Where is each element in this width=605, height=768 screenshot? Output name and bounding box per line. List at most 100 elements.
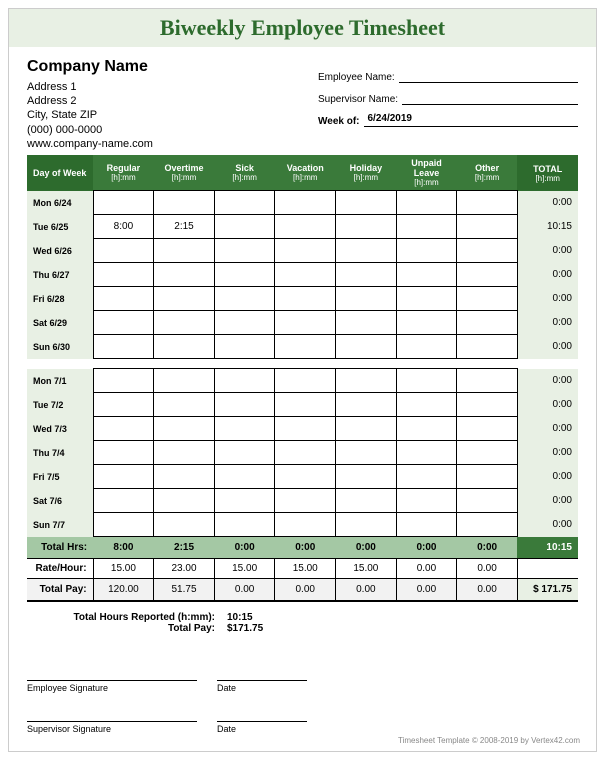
- hours-cell[interactable]: [93, 393, 154, 417]
- hours-cell[interactable]: [275, 369, 336, 393]
- hours-cell[interactable]: [457, 417, 518, 441]
- rate-value[interactable]: 15.00: [214, 559, 275, 579]
- hours-cell[interactable]: [154, 417, 215, 441]
- hours-cell[interactable]: [275, 417, 336, 441]
- hours-cell[interactable]: [396, 335, 457, 359]
- hours-cell[interactable]: [275, 489, 336, 513]
- hours-cell[interactable]: [336, 191, 397, 215]
- hours-cell[interactable]: [154, 513, 215, 537]
- employee-signature[interactable]: Employee Signature: [27, 680, 197, 693]
- hours-cell[interactable]: [275, 513, 336, 537]
- supervisor-name-input[interactable]: [402, 91, 578, 105]
- hours-cell[interactable]: [154, 489, 215, 513]
- hours-cell[interactable]: [93, 369, 154, 393]
- hours-cell[interactable]: [154, 263, 215, 287]
- hours-cell[interactable]: [336, 489, 397, 513]
- rate-value[interactable]: 15.00: [336, 559, 397, 579]
- hours-cell[interactable]: [214, 465, 275, 489]
- hours-cell[interactable]: [457, 369, 518, 393]
- hours-cell[interactable]: [214, 489, 275, 513]
- hours-cell[interactable]: [457, 441, 518, 465]
- hours-cell[interactable]: [457, 465, 518, 489]
- hours-cell[interactable]: [154, 191, 215, 215]
- hours-cell[interactable]: [214, 393, 275, 417]
- rate-value[interactable]: 15.00: [93, 559, 154, 579]
- hours-cell[interactable]: [336, 239, 397, 263]
- hours-cell[interactable]: [93, 489, 154, 513]
- hours-cell[interactable]: [214, 311, 275, 335]
- hours-cell[interactable]: [396, 287, 457, 311]
- hours-cell[interactable]: [214, 263, 275, 287]
- hours-cell[interactable]: [154, 465, 215, 489]
- hours-cell[interactable]: [396, 441, 457, 465]
- hours-cell[interactable]: [336, 287, 397, 311]
- hours-cell[interactable]: [396, 513, 457, 537]
- hours-cell[interactable]: [154, 393, 215, 417]
- hours-cell[interactable]: [275, 393, 336, 417]
- hours-cell[interactable]: [336, 441, 397, 465]
- hours-cell[interactable]: [214, 441, 275, 465]
- hours-cell[interactable]: [275, 287, 336, 311]
- hours-cell[interactable]: [396, 393, 457, 417]
- hours-cell[interactable]: [93, 513, 154, 537]
- hours-cell[interactable]: [214, 335, 275, 359]
- hours-cell[interactable]: [214, 417, 275, 441]
- rate-value[interactable]: 15.00: [275, 559, 336, 579]
- hours-cell[interactable]: [93, 287, 154, 311]
- hours-cell[interactable]: [154, 287, 215, 311]
- hours-cell[interactable]: [457, 311, 518, 335]
- hours-cell[interactable]: [154, 311, 215, 335]
- hours-cell[interactable]: [457, 489, 518, 513]
- hours-cell[interactable]: [275, 263, 336, 287]
- hours-cell[interactable]: [457, 287, 518, 311]
- hours-cell[interactable]: [214, 369, 275, 393]
- hours-cell[interactable]: [93, 239, 154, 263]
- hours-cell[interactable]: [396, 191, 457, 215]
- hours-cell[interactable]: [457, 393, 518, 417]
- hours-cell[interactable]: [154, 335, 215, 359]
- hours-cell[interactable]: [275, 239, 336, 263]
- hours-cell[interactable]: [336, 311, 397, 335]
- hours-cell[interactable]: [154, 239, 215, 263]
- hours-cell[interactable]: [336, 393, 397, 417]
- hours-cell[interactable]: [336, 215, 397, 239]
- hours-cell[interactable]: [457, 215, 518, 239]
- hours-cell[interactable]: [457, 335, 518, 359]
- hours-cell[interactable]: [396, 417, 457, 441]
- hours-cell[interactable]: [214, 215, 275, 239]
- hours-cell[interactable]: [457, 191, 518, 215]
- hours-cell[interactable]: [93, 311, 154, 335]
- rate-value[interactable]: 0.00: [396, 559, 457, 579]
- hours-cell[interactable]: [457, 239, 518, 263]
- hours-cell[interactable]: [93, 441, 154, 465]
- hours-cell[interactable]: [457, 263, 518, 287]
- hours-cell[interactable]: 8:00: [93, 215, 154, 239]
- hours-cell[interactable]: [396, 239, 457, 263]
- hours-cell[interactable]: [275, 215, 336, 239]
- hours-cell[interactable]: [275, 335, 336, 359]
- hours-cell[interactable]: [336, 263, 397, 287]
- hours-cell[interactable]: [396, 215, 457, 239]
- hours-cell[interactable]: [93, 417, 154, 441]
- hours-cell[interactable]: [396, 465, 457, 489]
- hours-cell[interactable]: 2:15: [154, 215, 215, 239]
- hours-cell[interactable]: [154, 369, 215, 393]
- employee-signature-date[interactable]: Date: [217, 680, 307, 693]
- hours-cell[interactable]: [275, 191, 336, 215]
- hours-cell[interactable]: [336, 335, 397, 359]
- hours-cell[interactable]: [336, 417, 397, 441]
- week-of-input[interactable]: 6/24/2019: [364, 113, 579, 127]
- hours-cell[interactable]: [214, 191, 275, 215]
- hours-cell[interactable]: [396, 489, 457, 513]
- supervisor-signature-date[interactable]: Date: [217, 721, 307, 734]
- hours-cell[interactable]: [396, 369, 457, 393]
- hours-cell[interactable]: [396, 311, 457, 335]
- supervisor-signature[interactable]: Supervisor Signature: [27, 721, 197, 734]
- hours-cell[interactable]: [396, 263, 457, 287]
- hours-cell[interactable]: [336, 465, 397, 489]
- hours-cell[interactable]: [336, 513, 397, 537]
- hours-cell[interactable]: [336, 369, 397, 393]
- hours-cell[interactable]: [457, 513, 518, 537]
- hours-cell[interactable]: [214, 513, 275, 537]
- hours-cell[interactable]: [275, 311, 336, 335]
